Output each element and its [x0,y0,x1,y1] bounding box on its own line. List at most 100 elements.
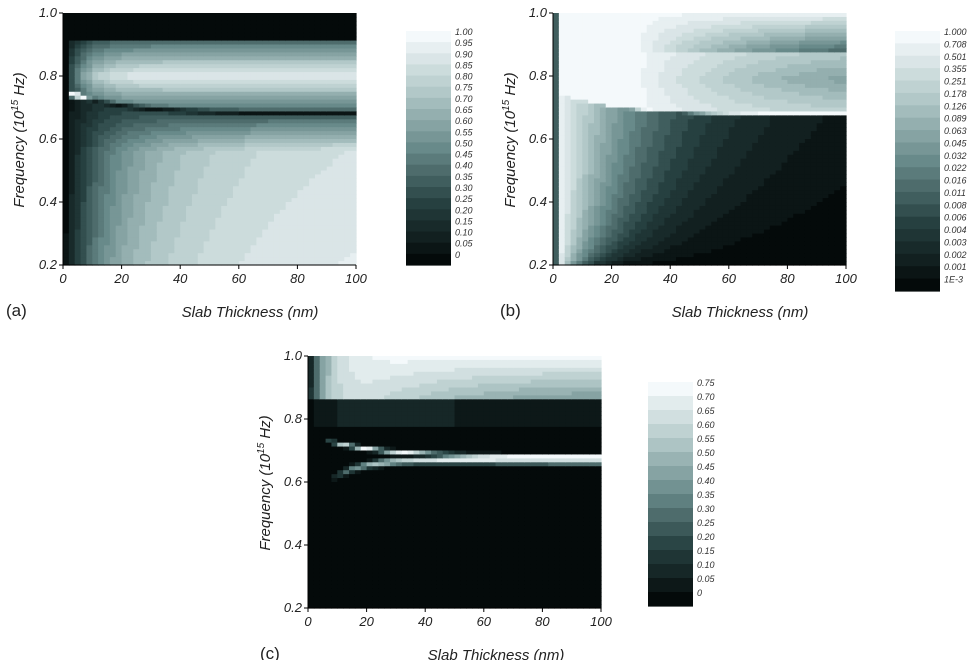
heatmap-cell [664,257,671,262]
heatmap-cell [582,119,589,124]
heatmap-cell [186,233,193,239]
heatmap-cell [588,103,595,109]
heatmap-cell [588,257,595,262]
heatmap-cell [273,119,281,124]
heatmap-cell [314,107,322,113]
heatmap-cell [115,115,123,120]
heatmap-cell [338,127,345,132]
heatmap-cell [279,139,287,144]
heatmap-cell [350,186,357,191]
heatmap-cell [588,16,595,22]
heatmap-cell [273,107,281,113]
heatmap-cell [570,13,578,18]
heatmap-cell [611,233,619,239]
heatmap-cell [344,139,351,144]
heatmap-cell [705,158,712,164]
heatmap-cell [652,20,660,26]
heatmap-cell [332,135,340,140]
heatmap-cell [262,158,269,164]
heatmap-cell [652,139,660,144]
heatmap-cell [215,158,222,164]
heatmap-cell [221,225,228,231]
heatmap-cell [68,64,76,69]
heatmap-cell [576,56,583,61]
heatmap-cell [232,237,240,242]
heatmap-cell [635,103,642,109]
heatmap-cell [115,32,123,38]
heatmap-cell [623,166,630,172]
heatmap-cell [681,36,689,42]
heatmap-cell [145,202,152,207]
heatmap-cell [309,20,316,26]
heatmap-cell [640,202,648,207]
heatmap-cell [133,79,140,85]
heatmap-cell [681,44,689,50]
heatmap-cell [115,103,123,109]
heatmap-cell [215,213,222,219]
heatmap-cell [186,16,193,22]
heatmap-cell [139,237,146,242]
heatmap-cell [629,198,636,203]
heatmap-cell [681,127,689,132]
heatmap-cell [256,166,263,172]
heatmap-cell [699,28,706,34]
heatmap-cell [86,72,93,77]
heatmap-cell [285,99,293,105]
heatmap-cell [232,76,240,81]
heatmap-cell [693,36,701,42]
heatmap-cell [279,221,287,227]
heatmap-cell [133,127,140,132]
heatmap-cell [350,174,357,179]
heatmap-cell [705,111,712,116]
heatmap-cell [297,182,304,187]
heatmap-cell [156,13,164,18]
heatmap-cell [86,245,93,250]
heatmap-cell [297,91,304,97]
heatmap-cell [74,178,82,183]
heatmap-cell [553,72,560,77]
heatmap-cell [74,182,82,187]
heatmap-cell [180,170,187,176]
heatmap-cell [705,139,712,144]
heatmap-cell [232,44,240,50]
heatmap-cell [640,76,648,81]
heatmap-cell [570,64,578,69]
heatmap-cell [150,135,158,140]
heatmap-cell [221,249,228,254]
heatmap-cell [268,209,275,215]
heatmap-cell [273,131,281,136]
heatmap-cell [80,103,88,109]
heatmap-cell [576,221,583,227]
heatmap-cell [191,52,199,57]
heatmap-cell [332,174,340,179]
heatmap-cell [162,245,170,250]
heatmap-cell [232,123,240,128]
heatmap-cell [238,56,246,61]
heatmap-cell [191,40,199,46]
heatmap-cell [279,68,287,73]
heatmap-cell [92,36,99,42]
heatmap-cell [588,119,595,124]
heatmap-cell [238,229,246,235]
heatmap-cell [309,44,316,50]
colorbar-swatch [406,120,451,132]
heatmap-cell [635,83,642,89]
heatmap-cell [168,174,175,179]
heatmap-cell [658,142,665,148]
heatmap-cell [139,28,146,34]
heatmap-cell [162,52,170,57]
heatmap-cell [646,209,654,215]
heatmap-cell [68,233,76,239]
heatmap-cell [156,48,164,53]
heatmap-cell [150,150,158,156]
heatmap-cell [576,229,583,235]
heatmap-cell [332,119,340,124]
heatmap-cell [174,28,181,34]
heatmap-cell [244,107,252,113]
heatmap-cell [98,52,105,57]
heatmap-cell [109,142,117,148]
heatmap-cell [115,166,123,172]
heatmap-cell [344,261,351,266]
heatmap-cell [256,127,263,132]
heatmap-cell [221,135,228,140]
